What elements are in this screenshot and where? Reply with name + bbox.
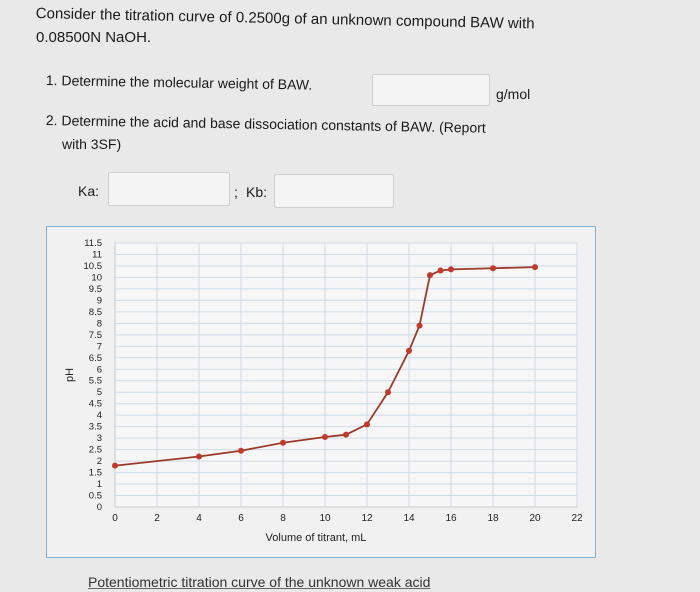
x-tick-label: 22 [571, 513, 583, 524]
data-point [448, 266, 454, 273]
data-point [343, 431, 349, 438]
x-tick-label: 20 [529, 513, 541, 524]
ka-label: Ka: [78, 183, 100, 199]
y-tick-label: 9.5 [89, 284, 102, 295]
question-text: Consider the titration curve of 0.2500g … [36, 2, 636, 50]
y-tick-label: 6.5 [89, 353, 102, 364]
molecular-weight-input[interactable] [372, 74, 490, 106]
data-point [364, 421, 370, 428]
item-2-text-continued: with 3SF) [62, 136, 122, 152]
data-point [322, 433, 328, 440]
titration-chart: 0 0.5 1 1.5 2 2.5 3 3.5 4 4.5 5 5.5 6 6.5 7 7.5 8 8.5 9 9.5… [46, 226, 596, 558]
y-tick-label: 5.5 [89, 376, 102, 387]
y-tick-label: 7.5 [89, 330, 102, 341]
x-tick-label: 0 [112, 513, 118, 524]
y-tick-label: 11 [92, 249, 102, 260]
x-tick-label: 4 [196, 513, 202, 524]
x-tick-label: 6 [238, 513, 244, 524]
y-tick-label: 3.5 [89, 422, 102, 433]
item-1-text: Determine the molecular weight of BAW. [61, 72, 313, 93]
y-tick-label: 9 [97, 295, 102, 306]
y-tick-label: 10 [91, 272, 102, 283]
x-tick-label: 12 [361, 513, 373, 524]
kb-input[interactable] [274, 174, 394, 208]
data-point [196, 453, 202, 460]
y-tick-label: 3 [97, 433, 102, 444]
item-1: 1. Determine the molecular weight of BAW… [46, 72, 313, 93]
y-tick-label: 11.5 [84, 238, 102, 249]
y-tick-label: 1 [97, 479, 102, 490]
plot-area [114, 242, 578, 508]
ka-input[interactable] [108, 172, 230, 206]
y-tick-label: 2.5 [89, 445, 102, 456]
data-point [532, 264, 538, 271]
titration-chart-svg: 00.511.522.533.544.555.566.577.588.599.5… [64, 238, 583, 544]
item-2-number: 2. [45, 112, 58, 129]
y-tick-label: 4 [97, 410, 102, 421]
data-point [280, 439, 286, 446]
molecular-weight-unit: g/mol [496, 86, 531, 102]
x-tick-label: 10 [319, 513, 331, 524]
x-tick-label: 14 [403, 513, 415, 524]
y-tick-label: 8 [97, 318, 102, 329]
data-point [385, 389, 391, 396]
x-tick-label: 2 [154, 513, 160, 524]
item-2-text: Determine the acid and base dissociation… [61, 112, 486, 136]
y-tick-label: 2 [97, 456, 102, 467]
data-point [416, 322, 423, 329]
x-tick-label: 8 [280, 513, 286, 524]
separator: ; [234, 184, 238, 200]
y-tick-label: 7 [97, 341, 102, 352]
x-tick-label: 18 [487, 513, 499, 524]
figure-caption: Potentiometric titration curve of the un… [88, 574, 431, 590]
question-line-2: 0.08500N NaOH. [36, 29, 152, 46]
data-point [490, 265, 496, 272]
y-tick-label: 4.5 [89, 399, 102, 410]
y-tick-label: 0.5 [89, 491, 102, 502]
data-point [112, 462, 118, 469]
x-axis-title: Volume of titrant, mL [266, 532, 367, 544]
data-point [427, 272, 433, 279]
y-tick-label: 10.5 [84, 261, 103, 272]
y-tick-label: 8.5 [89, 307, 102, 318]
y-tick-label: 5 [97, 387, 102, 398]
y-tick-label: 6 [97, 364, 102, 375]
data-point [406, 347, 412, 354]
y-tick-label: 1.5 [89, 468, 102, 479]
kb-label: Kb: [246, 184, 268, 200]
y-axis-title: pH [64, 368, 76, 382]
data-point [437, 267, 444, 274]
x-tick-label: 16 [445, 513, 457, 524]
data-point [238, 447, 244, 454]
item-2: 2. Determine the acid and base dissociat… [46, 112, 486, 136]
y-tick-label: 0 [97, 502, 102, 513]
item-1-number: 1. [45, 72, 58, 89]
